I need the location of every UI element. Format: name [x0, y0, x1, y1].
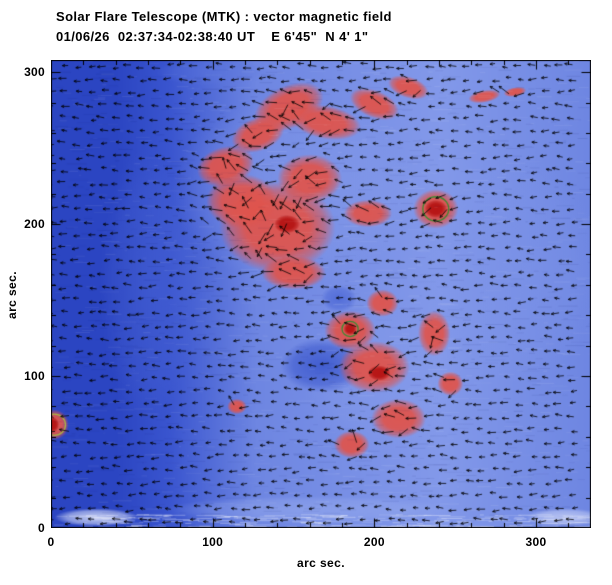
- x-tick-label: 200: [363, 535, 385, 549]
- x-tick-label: 300: [525, 535, 547, 549]
- plot-frame: [51, 60, 591, 528]
- y-tick-label: 100: [24, 369, 45, 384]
- y-tick-label: 300: [24, 65, 45, 80]
- plot-subtitle: 01/06/26 02:37:34-02:38:40 UT E 6'45" N …: [56, 29, 369, 44]
- plot-title: Solar Flare Telescope (MTK) : vector mag…: [56, 9, 392, 24]
- x-tick-label: 0: [47, 535, 55, 549]
- x-tick-label: 100: [202, 535, 224, 549]
- y-tick-label: 0: [38, 521, 45, 535]
- y-axis-label: arc sec.: [5, 271, 19, 319]
- x-axis-label: arc sec.: [297, 556, 345, 570]
- y-tick-label: 200: [24, 217, 45, 232]
- magnetogram-canvas: [51, 60, 591, 528]
